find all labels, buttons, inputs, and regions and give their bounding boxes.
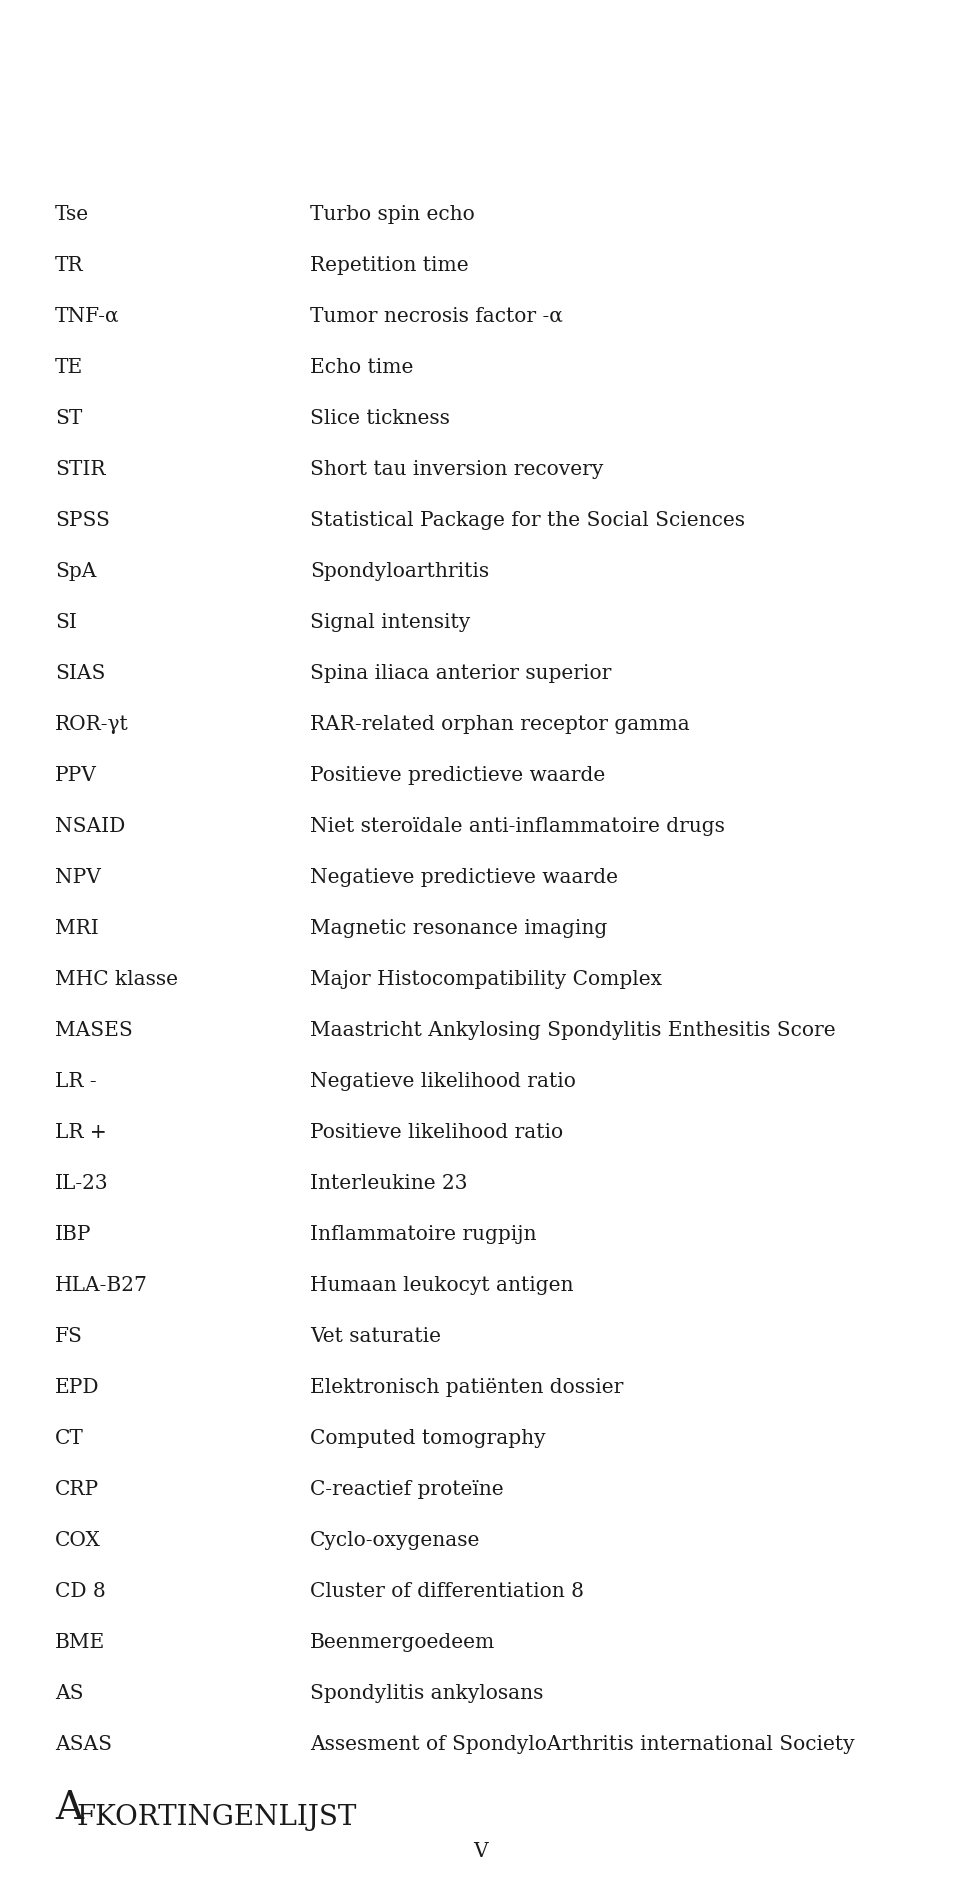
Text: NSAID: NSAID (55, 816, 125, 837)
Text: Short tau inversion recovery: Short tau inversion recovery (310, 460, 604, 479)
Text: SPSS: SPSS (55, 511, 109, 530)
Text: Negatieve predictieve waarde: Negatieve predictieve waarde (310, 867, 618, 888)
Text: A: A (55, 1791, 83, 1827)
Text: SpA: SpA (55, 562, 96, 581)
Text: Negatieve likelihood ratio: Negatieve likelihood ratio (310, 1073, 576, 1091)
Text: Vet saturatie: Vet saturatie (310, 1327, 441, 1346)
Text: CT: CT (55, 1429, 84, 1448)
Text: Maastricht Ankylosing Spondylitis Enthesitis Score: Maastricht Ankylosing Spondylitis Enthes… (310, 1022, 835, 1041)
Text: FS: FS (55, 1327, 83, 1346)
Text: Computed tomography: Computed tomography (310, 1429, 545, 1448)
Text: MASES: MASES (55, 1022, 132, 1041)
Text: ASAS: ASAS (55, 1734, 112, 1755)
Text: Magnetic resonance imaging: Magnetic resonance imaging (310, 920, 608, 939)
Text: Niet steroïdale anti-inflammatoire drugs: Niet steroïdale anti-inflammatoire drugs (310, 816, 725, 837)
Text: TNF-α: TNF-α (55, 307, 120, 326)
Text: Assesment of SpondyloArthritis international Society: Assesment of SpondyloArthritis internati… (310, 1734, 854, 1755)
Text: COX: COX (55, 1531, 101, 1549)
Text: TE: TE (55, 358, 84, 377)
Text: TR: TR (55, 256, 84, 275)
Text: Humaan leukocyt antigen: Humaan leukocyt antigen (310, 1276, 573, 1295)
Text: Positieve likelihood ratio: Positieve likelihood ratio (310, 1123, 564, 1142)
Text: Spondyloarthritis: Spondyloarthritis (310, 562, 490, 581)
Text: EPD: EPD (55, 1378, 100, 1397)
Text: NPV: NPV (55, 867, 101, 888)
Text: Inflammatoire rugpijn: Inflammatoire rugpijn (310, 1225, 537, 1244)
Text: Positieve predictieve waarde: Positieve predictieve waarde (310, 765, 605, 784)
Text: Repetition time: Repetition time (310, 256, 468, 275)
Text: Statistical Package for the Social Sciences: Statistical Package for the Social Scien… (310, 511, 745, 530)
Text: Cluster of differentiation 8: Cluster of differentiation 8 (310, 1582, 584, 1600)
Text: LR -: LR - (55, 1073, 97, 1091)
Text: Slice tickness: Slice tickness (310, 409, 450, 428)
Text: MHC klasse: MHC klasse (55, 971, 178, 990)
Text: IL-23: IL-23 (55, 1174, 108, 1193)
Text: CRP: CRP (55, 1480, 99, 1499)
Text: ST: ST (55, 409, 83, 428)
Text: HLA-B27: HLA-B27 (55, 1276, 148, 1295)
Text: Beenmergoedeem: Beenmergoedeem (310, 1632, 495, 1651)
Text: FKORTINGENLIJST: FKORTINGENLIJST (77, 1804, 357, 1830)
Text: LR +: LR + (55, 1123, 107, 1142)
Text: BME: BME (55, 1632, 106, 1651)
Text: ROR-γt: ROR-γt (55, 714, 129, 733)
Text: SI: SI (55, 613, 77, 631)
Text: Tse: Tse (55, 205, 89, 224)
Text: Cyclo-oxygenase: Cyclo-oxygenase (310, 1531, 480, 1549)
Text: Spina iliaca anterior superior: Spina iliaca anterior superior (310, 664, 612, 682)
Text: V: V (472, 1842, 488, 1860)
Text: CD 8: CD 8 (55, 1582, 106, 1600)
Text: Signal intensity: Signal intensity (310, 613, 470, 631)
Text: Elektronisch patiënten dossier: Elektronisch patiënten dossier (310, 1378, 623, 1397)
Text: STIR: STIR (55, 460, 106, 479)
Text: Major Histocompatibility Complex: Major Histocompatibility Complex (310, 971, 662, 990)
Text: RAR-related orphan receptor gamma: RAR-related orphan receptor gamma (310, 714, 689, 733)
Text: C-reactief proteïne: C-reactief proteïne (310, 1480, 504, 1499)
Text: IBP: IBP (55, 1225, 91, 1244)
Text: Turbo spin echo: Turbo spin echo (310, 205, 475, 224)
Text: Echo time: Echo time (310, 358, 414, 377)
Text: Tumor necrosis factor -α: Tumor necrosis factor -α (310, 307, 563, 326)
Text: PPV: PPV (55, 765, 97, 784)
Text: AS: AS (55, 1683, 84, 1702)
Text: MRI: MRI (55, 920, 99, 939)
Text: Spondylitis ankylosans: Spondylitis ankylosans (310, 1683, 543, 1702)
Text: Interleukine 23: Interleukine 23 (310, 1174, 468, 1193)
Text: SIAS: SIAS (55, 664, 106, 682)
